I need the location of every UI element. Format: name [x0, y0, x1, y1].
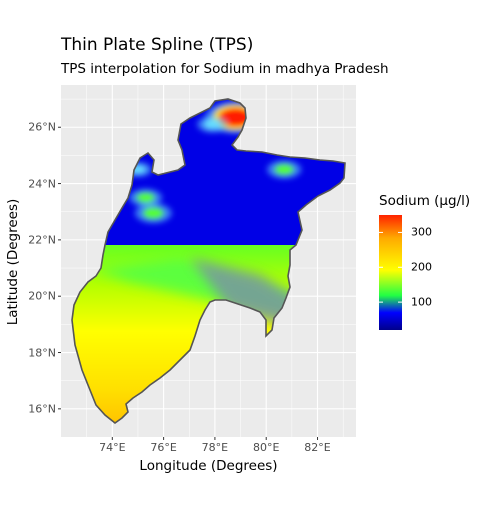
hotspot-3 — [136, 192, 156, 203]
x-tick-label: 78°E — [201, 441, 229, 454]
x-tick-label: 82°E — [304, 441, 331, 454]
legend-label: 100 — [411, 295, 432, 309]
y-tick-label: 18°N — [28, 346, 56, 360]
x-tick-label: 80°E — [252, 441, 280, 454]
x-axis-label: Longitude (Degrees) — [139, 458, 278, 474]
state-boundary — [71, 98, 346, 425]
hotspot-5 — [203, 119, 222, 130]
y-tick-label: 16°N — [28, 402, 56, 416]
x-axis-ticks — [111, 437, 319, 440]
chart-subtitle: TPS interpolation for Sodium in madhya P… — [61, 61, 389, 77]
y-tick-label: 26°N — [28, 120, 56, 134]
legend-title: Sodium (µg/l) — [379, 193, 471, 209]
y-tick-label: 24°N — [28, 177, 56, 191]
y-tick-label: 22°N — [28, 233, 56, 247]
hotspot-4 — [274, 163, 295, 176]
y-axis-label: Latitude (Degrees) — [5, 198, 21, 326]
chart-title: Thin Plate Spline (TPS) — [61, 35, 254, 55]
legend-ticks — [379, 231, 402, 303]
y-tick-label: 20°N — [28, 289, 56, 303]
x-tick-label: 76°E — [150, 441, 177, 454]
x-tick-label: 74°E — [99, 441, 126, 454]
legend-colorbar — [379, 215, 402, 330]
legend-label: 200 — [411, 260, 432, 274]
hotspot-2 — [142, 207, 164, 220]
legend-label: 300 — [411, 225, 432, 239]
y-axis-ticks — [58, 126, 61, 410]
